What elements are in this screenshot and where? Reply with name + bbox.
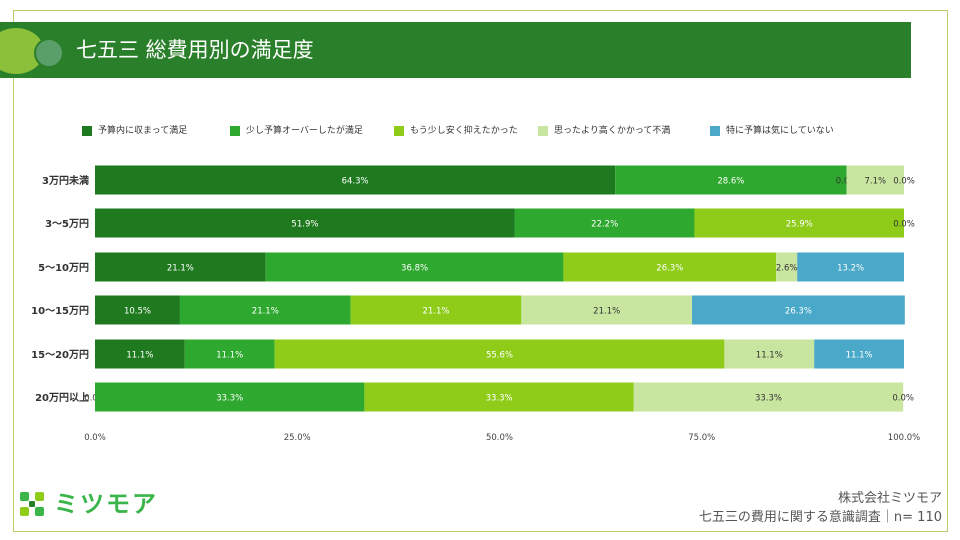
legend-swatch [394,126,404,136]
x-tick-label: 25.0% [284,433,311,443]
data-label: 11.1% [216,351,243,361]
bar-segment [184,339,275,369]
data-label: 2.6% [776,264,798,274]
bar-segment [814,339,904,369]
data-label: 26.3% [785,307,812,317]
data-label: 33.3% [755,394,782,404]
category-label: 15〜20万円 [31,349,89,361]
data-label: 21.1% [167,264,194,274]
slide-frame [13,10,948,532]
legend-swatch [710,126,720,136]
data-label: 21.1% [593,307,620,317]
bar-segment [563,252,777,282]
data-label: 55.6% [486,351,513,361]
page-title: 七五三 総費用別の満足度 [76,38,314,62]
data-label: 33.3% [216,394,243,404]
data-label: 11.1% [846,351,873,361]
bar-segment [776,252,798,282]
x-tick-label: 50.0% [486,433,513,443]
category-label: 20万円以上 [35,391,89,404]
bar-segment [179,295,351,325]
company-name: 株式会社ミツモア [837,491,942,506]
bar-segment [846,165,904,195]
data-label: 11.1% [756,351,783,361]
bar-segment [95,339,185,369]
bar-segment [95,295,180,325]
bar-segment [274,339,725,369]
data-label: 51.9% [291,220,318,230]
data-label: 7.1% [864,177,886,187]
bar-segment [692,295,905,325]
x-tick-label: 75.0% [688,433,715,443]
bar-segment [615,165,847,195]
legend-swatch [230,126,240,136]
legend-label: もう少し安く抑えたかった [410,126,518,136]
data-label: 36.8% [401,264,428,274]
legend-label: 思ったより高くかかって不満 [554,126,671,136]
data-label: 21.1% [252,307,279,317]
data-label: 26.3% [656,264,683,274]
data-label: 0.0% [893,220,915,230]
logo-mark-icon [20,492,44,516]
data-label: 64.3% [342,177,369,187]
bar-segment [514,208,695,238]
category-label: 10〜15万円 [31,305,89,317]
logo-text: ミツモア [54,490,158,518]
x-tick-label: 0.0% [84,433,106,443]
decorative-circle-small [34,38,64,68]
data-label: 33.3% [486,394,513,404]
bar-segment [724,339,815,369]
bar-segment [265,252,564,282]
x-tick-label: 100.0% [888,433,920,443]
data-label: 13.2% [837,264,864,274]
data-label: 28.6% [717,177,744,187]
data-label: 10.5% [124,307,151,317]
bar-segment [364,382,634,412]
header-bar [0,22,911,78]
legend-label: 少し予算オーバーしたが満足 [246,126,363,136]
data-label: 22.2% [591,220,618,230]
category-label: 3〜5万円 [45,218,89,230]
bar-segment [633,382,904,412]
data-label: 25.9% [786,220,813,230]
bar-segment [350,295,522,325]
bar-segment [95,382,365,412]
legend-swatch [82,126,92,136]
bar-segment [521,295,693,325]
data-label: 0.0% [893,177,915,187]
legend-swatch [538,126,548,136]
bar-segment [797,252,904,282]
category-label: 3万円未満 [42,174,89,187]
category-label: 5〜10万円 [38,262,89,274]
data-label: 11.1% [126,351,153,361]
legend-label: 特に予算は気にしていない [726,126,834,136]
bar-segment [95,208,515,238]
bar-segment [694,208,904,238]
bar-segment [95,252,266,282]
bar-segment [95,165,616,195]
data-label: 0.0% [892,394,914,404]
data-label: 21.1% [422,307,449,317]
survey-caption: 七五三の費用に関する意識調査｜n= 110 [698,510,942,525]
legend-label: 予算内に収まって満足 [98,126,188,136]
